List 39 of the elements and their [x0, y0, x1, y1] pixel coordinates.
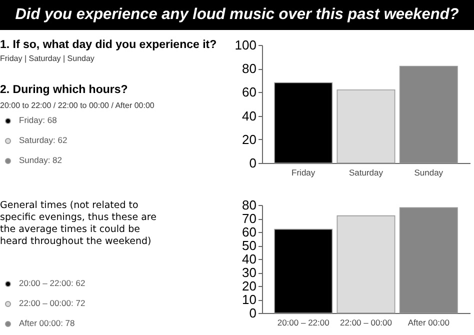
text: 20:00 to 22:00 / 22:00 to 00:00 / After 00:00 — [0, 101, 154, 110]
y-tick-label: 0 — [249, 156, 256, 170]
text: Sunday: 82 — [18, 155, 62, 165]
x-tick-label: Friday — [292, 168, 316, 178]
text: 20:00 – 22:00: 62 — [18, 278, 86, 288]
y-tick-label: 10 — [242, 292, 256, 307]
text: 2. During which hours? — [0, 84, 128, 96]
text: After 00:00: 78 — [18, 318, 75, 328]
y-tick-label: 20 — [242, 132, 256, 147]
text: 22:00 – 00:00: 72 — [18, 298, 86, 308]
text: Saturday: 62 — [18, 135, 68, 145]
chart-title: Did you experience any loud music over this past weekend? — [0, 0, 474, 30]
y-tick-label: 0 — [249, 306, 256, 320]
y-tick-label: 80 — [242, 198, 256, 212]
text: 1. If so, what day did you experience it? — [0, 39, 217, 51]
y-tick-label: 100 — [234, 38, 256, 52]
y-tick-label: 40 — [242, 108, 256, 124]
y-tick-label: 60 — [242, 224, 256, 240]
text: Friday: 68 — [18, 115, 57, 125]
y-tick-label: 70 — [242, 211, 256, 226]
x-tick-label: After 00:00 — [408, 318, 450, 328]
bar — [399, 207, 458, 314]
x-tick-label: Sunday — [414, 168, 444, 178]
text: General times (not related to specific evenings, thus these are the average times it could be heard throughout the weekend) — [0, 200, 158, 248]
x-tick-label: 22:00 – 00:00 — [340, 318, 392, 328]
bar — [274, 228, 333, 314]
y-tick-label: 80 — [242, 61, 256, 76]
y-tick-label: 60 — [242, 84, 256, 100]
x-tick-label: 20:00 – 22:00 — [277, 318, 330, 328]
y-tick-label: 50 — [242, 238, 256, 253]
text: Friday | Saturday | Sunday — [0, 54, 94, 63]
bar — [274, 82, 333, 164]
y-tick-label: 20 — [242, 278, 256, 294]
bar — [336, 89, 396, 164]
bar — [399, 66, 458, 164]
bar — [336, 215, 396, 314]
y-tick-label: 40 — [242, 252, 256, 266]
y-tick-label: 30 — [242, 265, 256, 280]
x-tick-label: Saturday — [348, 168, 384, 178]
